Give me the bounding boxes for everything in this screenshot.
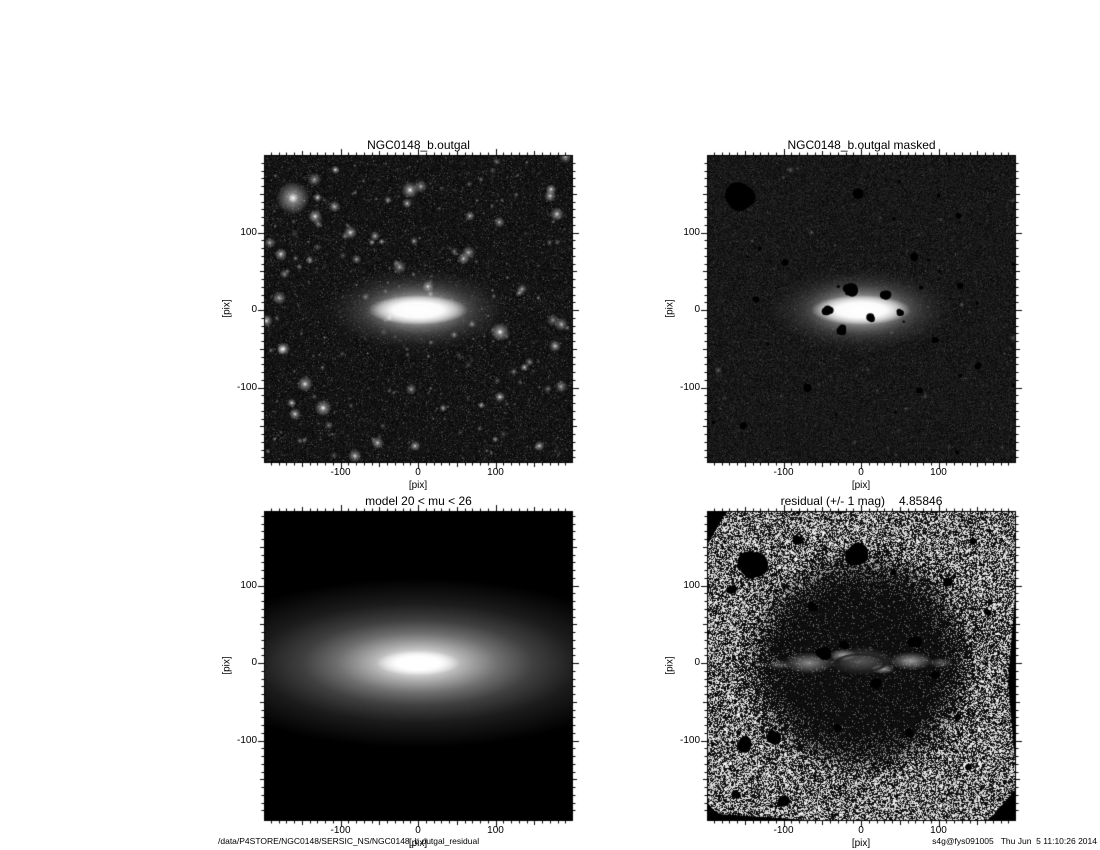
- y-tick-label: -100: [679, 734, 700, 746]
- panel-model: model 20 < mu < 26 -100 0 100 100 0 -100 [pix]…: [222, 494, 580, 849]
- x-tick-label: 0: [415, 467, 421, 478]
- x-axis-label: [pix]: [408, 480, 428, 491]
- galaxy-masked-canvas: [700, 148, 1023, 470]
- x-tick-label: 100: [930, 467, 947, 478]
- y-tick-label: -100: [679, 381, 700, 393]
- x-tick-label: -100: [773, 467, 794, 478]
- x-tick-label: 100: [487, 467, 504, 478]
- panel-residual: residual (+/- 1 mag) 4.85846 -100 0 100 100 0…: [665, 494, 1023, 849]
- footer-user: s4g@fys091005: [932, 836, 994, 846]
- y-tick-label: -100: [236, 734, 257, 746]
- panel-title-text: model 20 < mu < 26: [365, 494, 472, 508]
- residual-value: 4.85846: [898, 494, 943, 508]
- footer-timestamp: Thu Jun 5 11:10:26 2014: [1000, 836, 1097, 846]
- y-tick-label: 0: [694, 657, 700, 668]
- footer-file-path: /data/P4STORE/NGC0148/SERSIC_NS/NGC0148_…: [218, 836, 480, 846]
- panel-title-masked: NGC0148_b.outgal masked: [688, 138, 1035, 152]
- y-tick-label: -100: [236, 381, 257, 393]
- y-tick-label: 100: [240, 226, 257, 238]
- residual-canvas: [700, 504, 1023, 828]
- y-tick-label: 0: [251, 657, 257, 668]
- x-axis-label: [pix]: [851, 480, 871, 491]
- x-tick-label: 0: [415, 825, 421, 836]
- y-axis-label: [pix]: [664, 656, 676, 675]
- x-axis-label: [pix]: [408, 838, 428, 849]
- y-tick-label: 0: [694, 304, 700, 315]
- y-tick-label: 100: [683, 579, 700, 591]
- x-tick-label: 100: [487, 825, 504, 836]
- panel-title-image: NGC0148_b.outgal: [245, 138, 592, 152]
- panel-galaxy-masked: NGC0148_b.outgal masked -100 0 100 100 0 -100…: [665, 138, 1023, 491]
- galaxy-image-canvas: [257, 148, 580, 470]
- x-tick-label: -100: [330, 467, 351, 478]
- panel-title-residual: residual (+/- 1 mag) 4.85846: [688, 494, 1035, 508]
- x-tick-label: 0: [858, 467, 864, 478]
- x-axis-label: [pix]: [851, 838, 871, 849]
- panel-galaxy-image: NGC0148_b.outgal -100 0 100 100 0 -100 [pix] [p…: [222, 138, 580, 491]
- y-tick-label: 100: [240, 579, 257, 591]
- y-tick-label: 0: [251, 304, 257, 315]
- panel-title-model: model 20 < mu < 26: [245, 494, 592, 508]
- footer-signature: s4g@fys091005 Thu Jun 5 11:10:26 2014: [932, 836, 1097, 846]
- x-tick-label: -100: [330, 825, 351, 836]
- y-axis-label: [pix]: [664, 299, 676, 318]
- y-axis-label: [pix]: [221, 656, 233, 675]
- y-tick-label: 100: [683, 226, 700, 238]
- panel-title-text: residual (+/- 1 mag): [780, 494, 885, 508]
- x-tick-label: -100: [773, 825, 794, 836]
- panel-title-text: NGC0148_b.outgal masked: [787, 138, 936, 152]
- x-tick-label: 0: [858, 825, 864, 836]
- panel-title-text: NGC0148_b.outgal: [367, 138, 470, 152]
- x-tick-label: 100: [930, 825, 947, 836]
- y-axis-label: [pix]: [221, 299, 233, 318]
- model-canvas: [257, 504, 580, 828]
